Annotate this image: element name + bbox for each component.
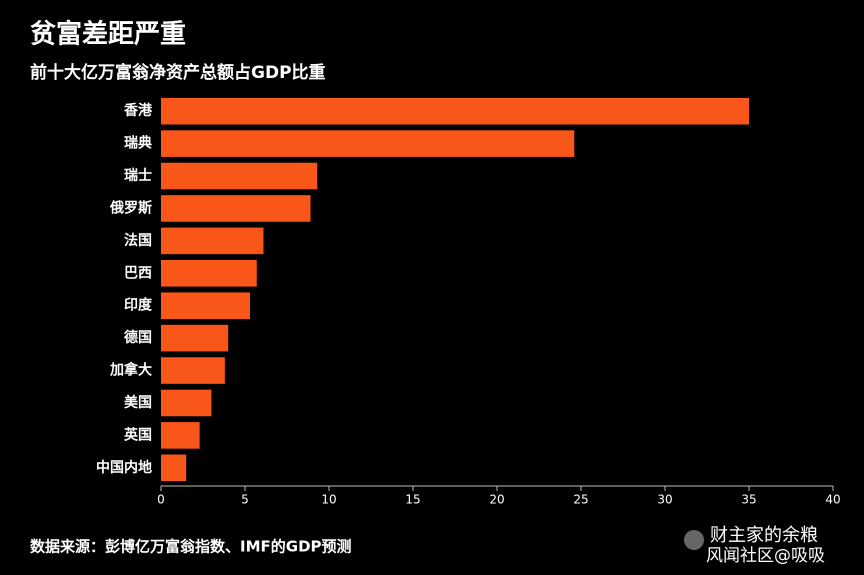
watermark-icon bbox=[684, 530, 704, 550]
bar bbox=[161, 389, 212, 417]
y-tick-label: 美国 bbox=[124, 394, 152, 411]
x-tick-label: 0 bbox=[157, 493, 165, 507]
source: 数据来源：彭博亿万富翁指数、IMF的GDP预测 bbox=[30, 538, 352, 556]
watermark: 风闻社区@吸吸 bbox=[706, 546, 825, 566]
x-tick-label: 25 bbox=[573, 493, 588, 507]
y-tick-label: 英国 bbox=[123, 426, 152, 443]
x-tick-label: 30 bbox=[657, 493, 672, 507]
x-tick-label: 10 bbox=[321, 493, 336, 507]
x-tick-label: 40 bbox=[825, 493, 840, 507]
y-tick-label: 德国 bbox=[124, 329, 152, 346]
watermark: 财主家的余粮 bbox=[710, 525, 818, 546]
y-tick-label: 巴西 bbox=[124, 265, 152, 281]
x-tick-label: 5 bbox=[241, 493, 249, 507]
y-tick-label: 印度 bbox=[124, 297, 153, 314]
x-tick-label: 15 bbox=[405, 493, 420, 507]
y-tick-label: 法国 bbox=[124, 232, 152, 249]
chart-title: 贫富差距严重 bbox=[30, 19, 186, 50]
bar bbox=[161, 422, 200, 449]
y-tick-label: 加拿大 bbox=[109, 362, 152, 379]
y-tick-label: 中国内地 bbox=[96, 459, 152, 476]
bar bbox=[161, 130, 575, 157]
y-tick-label: 瑞士 bbox=[124, 167, 152, 184]
bar bbox=[161, 97, 749, 125]
bar bbox=[161, 357, 225, 384]
x-tick-label: 20 bbox=[489, 493, 504, 507]
bar bbox=[161, 260, 257, 287]
y-tick-label: 俄罗斯 bbox=[109, 199, 152, 216]
y-tick-label: 香港 bbox=[123, 102, 153, 119]
bar bbox=[161, 195, 311, 222]
bar bbox=[161, 162, 318, 190]
x-tick-label: 35 bbox=[741, 493, 756, 507]
y-tick-label: 瑞典 bbox=[124, 135, 152, 152]
bar bbox=[161, 227, 264, 255]
bar bbox=[161, 454, 187, 482]
chart-subtitle: 前十大亿万富翁净资产总额占GDP比重 bbox=[30, 62, 326, 83]
bar bbox=[161, 292, 251, 319]
bar bbox=[161, 324, 229, 352]
